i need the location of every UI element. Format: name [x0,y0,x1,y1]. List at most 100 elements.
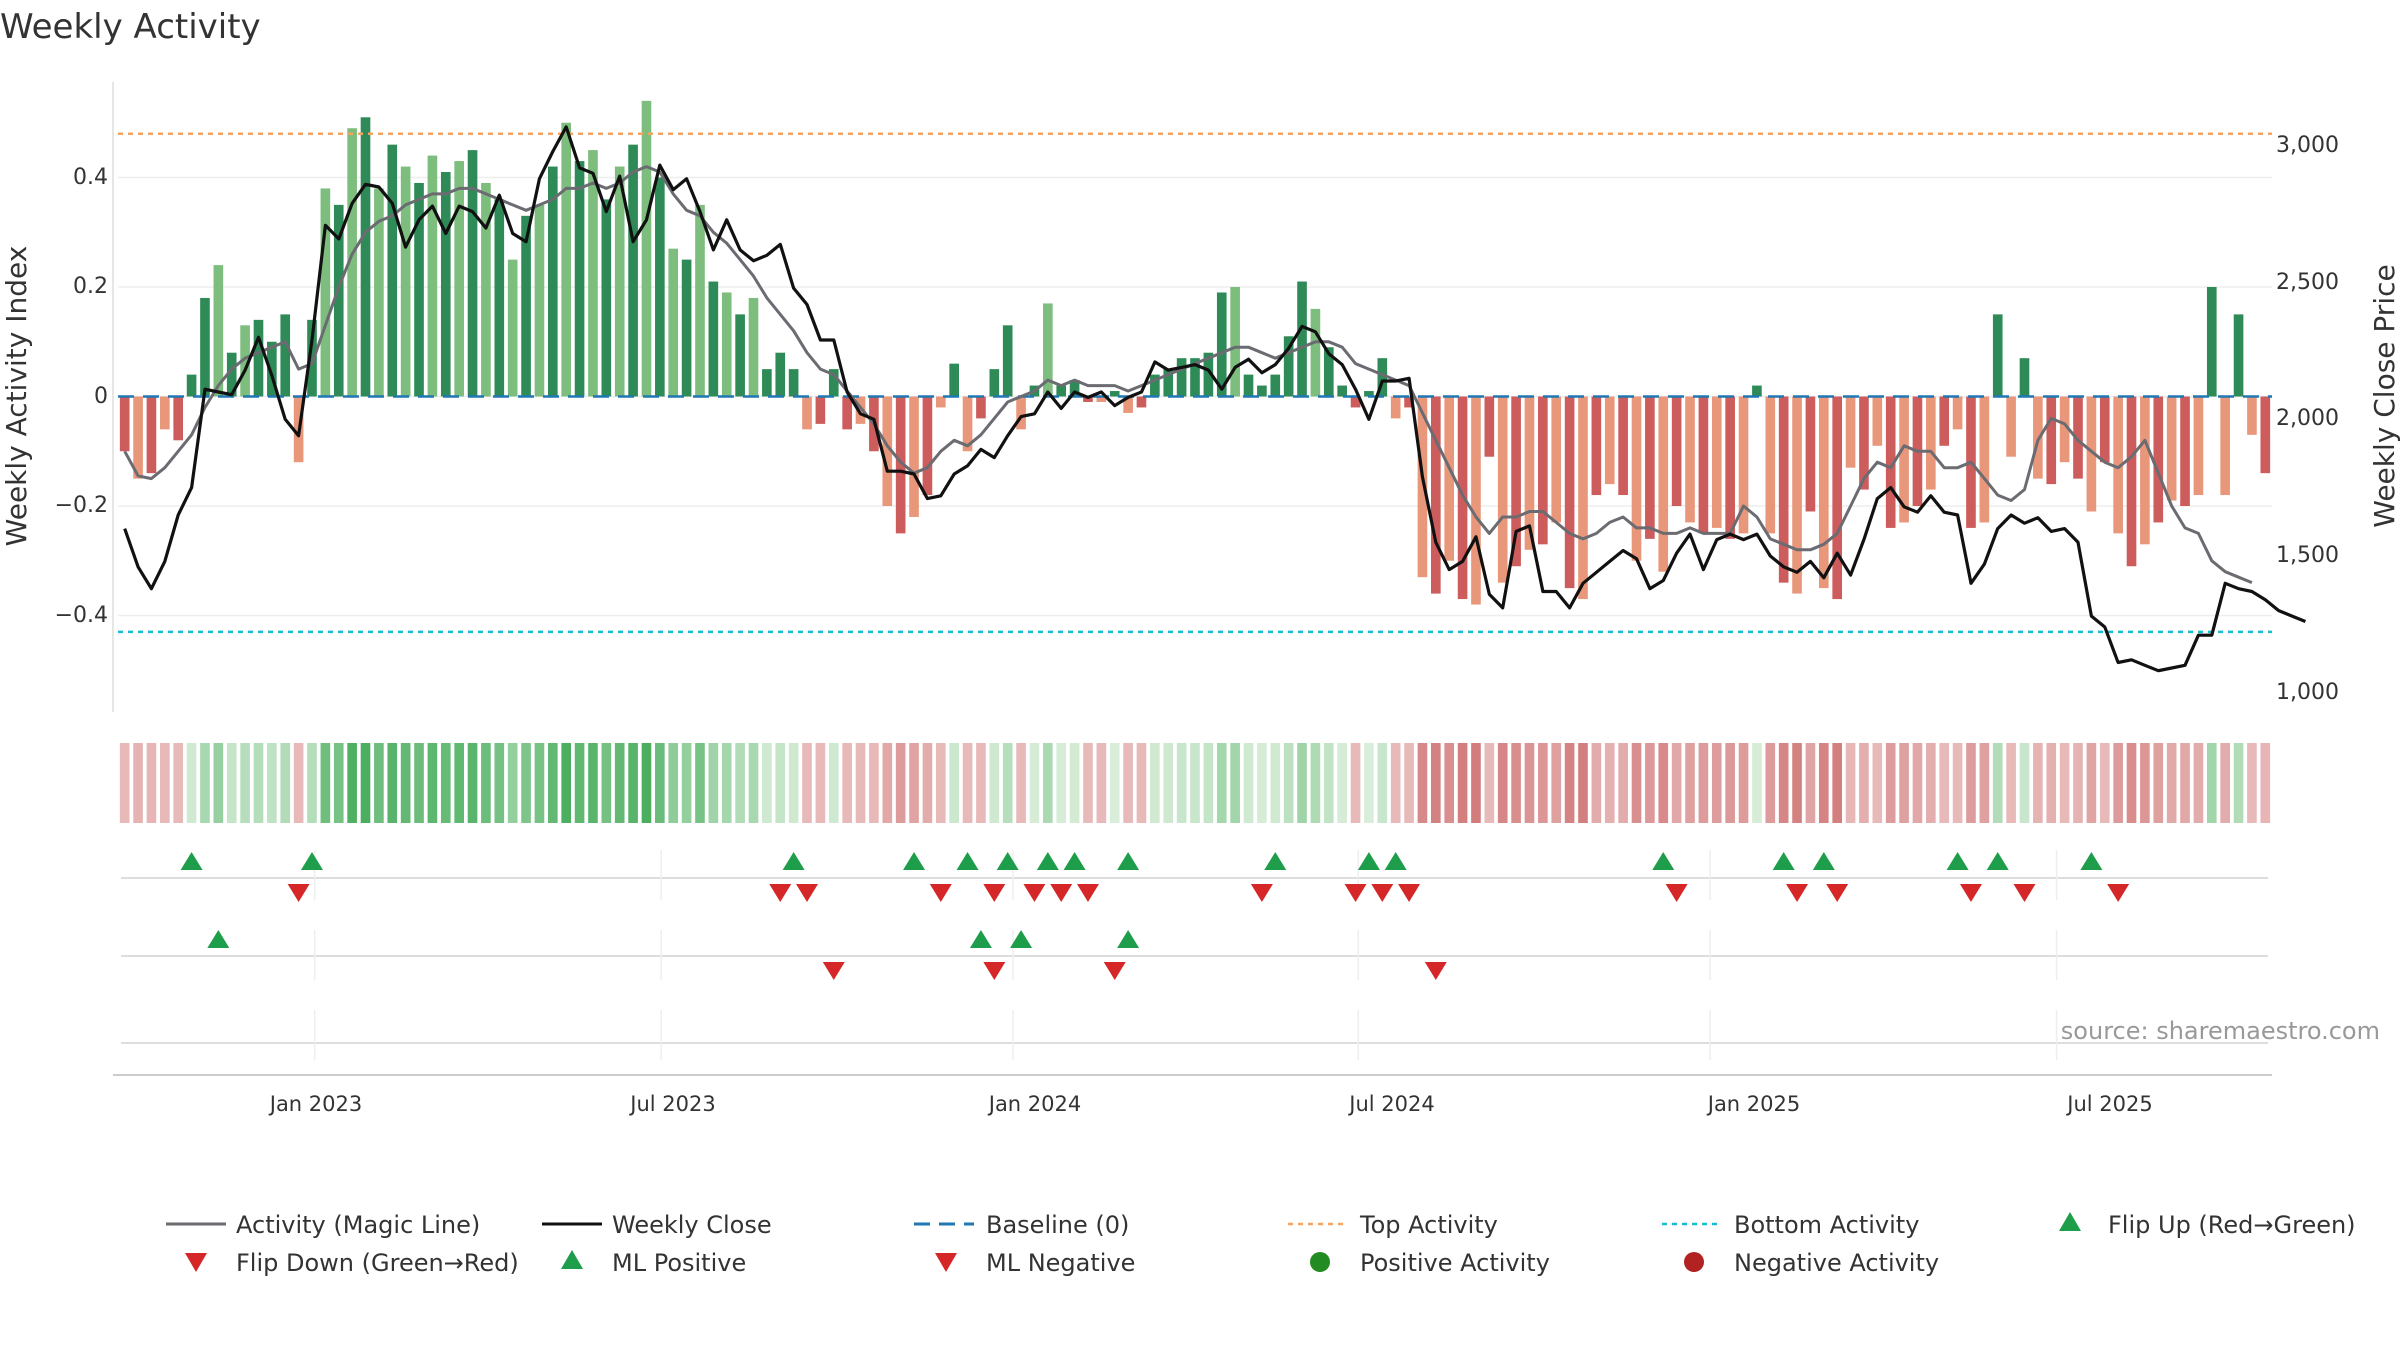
heat-cell [494,743,505,823]
activity-bar [1444,396,1455,561]
legend-label-top-activity: Top Activity [1359,1211,1498,1239]
activity-bar [280,314,291,397]
activity-bar [2126,396,2137,567]
activity-bar [1859,396,1869,490]
heat-cell [333,743,344,823]
flip-up-marker [1264,852,1287,870]
flip-down-marker [2107,884,2130,902]
activity-bar [1538,396,1548,545]
heat-cell [2059,743,2070,823]
heat-cell [1109,743,1120,823]
heat-cell [2247,743,2257,823]
heat-cell [1297,743,1307,823]
heat-cell [788,743,799,823]
activity-bar [748,297,759,397]
legend-ml-positive-icon [561,1250,583,1269]
activity-bar [1404,396,1414,408]
heat-cell [895,743,906,823]
activity-bar [695,204,705,397]
heat-cell [414,743,424,823]
lines-group [118,125,2307,673]
heat-cell [547,743,558,823]
heat-cell [1792,743,1802,823]
legend-triangle-up-icon [2059,1212,2081,1231]
activity-bar [1685,396,1695,523]
heat-cell [1885,743,1896,823]
heat-cell [1243,743,1254,823]
x-tick-3: Jul 2024 [1347,1092,1434,1116]
activity-bar [200,297,210,397]
activity-bar [481,182,491,397]
heat-cell [1029,743,1040,823]
legend-item-positive-activity: Positive Activity [1310,1249,1550,1277]
activity-bar [1591,396,1602,496]
activity-bar [2166,396,2177,501]
heat-cell [1043,743,1053,823]
legend: Activity (Magic Line) Weekly Close Basel… [166,1211,2356,1277]
activity-bar [374,188,384,397]
heat-cell [1765,743,1776,823]
heat-cell [601,743,612,823]
heat-cell [668,743,679,823]
activity-bar [1163,369,1174,397]
heat-cell [1230,743,1240,823]
heat-cell [2086,743,2097,823]
heat-cell [2073,743,2083,823]
activity-bar [949,363,959,397]
activity-bar [333,204,344,397]
heat-cell [1618,743,1628,823]
heat-cell [1899,743,1909,823]
legend-label-bottom-activity: Bottom Activity [1734,1211,1919,1239]
activity-bar [1176,358,1187,397]
heat-cell [1270,743,1281,823]
chart-title: Weekly Activity [0,7,261,47]
flip-down-marker [1959,884,1982,902]
heat-cell [681,743,692,823]
heat-cell [2206,743,2217,823]
activity-bar [1899,396,1909,523]
flip-down-marker [769,884,792,902]
heat-cell [1805,743,1816,823]
activity-bar [240,325,250,397]
legend-label-ml-positive: ML Positive [612,1249,746,1277]
y2-tick-1: 2,500 [2276,270,2339,295]
activity-bar [1618,396,1628,496]
activity-bar [320,188,331,397]
heat-cell [1511,743,1521,823]
activity-bar [989,369,1000,397]
heat-cell [1912,743,1923,823]
activity-bar [2059,396,2070,463]
activity-bar [976,396,986,419]
activity-bar [1484,396,1495,457]
heat-cell [1671,743,1682,823]
activity-bar [1725,396,1735,539]
heat-cell [1818,743,1829,823]
heat-cell [655,743,665,823]
heat-cell [1431,743,1441,823]
activity-bar [762,369,772,397]
activity-bar [360,117,371,397]
activity-bar [1564,396,1575,589]
heat-cell [1979,743,1990,823]
flip-down-marker [1050,884,1073,902]
flip-down-marker [287,884,310,902]
heat-cell [1845,743,1856,823]
heat-cell [2180,743,2190,823]
heat-cell [1698,743,1709,823]
x-tick-4: Jan 2025 [1706,1092,1801,1116]
activity-bar [1524,396,1535,550]
y-tick-0: 0.4 [73,165,108,190]
heat-cell [588,743,598,823]
heat-cell [133,743,143,823]
activity-bar [1658,396,1669,572]
legend-item-ml-negative: ML Negative [935,1249,1135,1277]
flip-up-marker [1357,852,1380,870]
activity-bar [1671,396,1682,506]
heat-cell [2046,743,2057,823]
legend-positive-dot-icon [1310,1252,1330,1272]
activity-bar [2247,396,2257,435]
heat-cell [2166,743,2177,823]
activity-bar [855,396,866,424]
activity-bar [347,128,357,397]
activity-bar [1752,385,1762,397]
